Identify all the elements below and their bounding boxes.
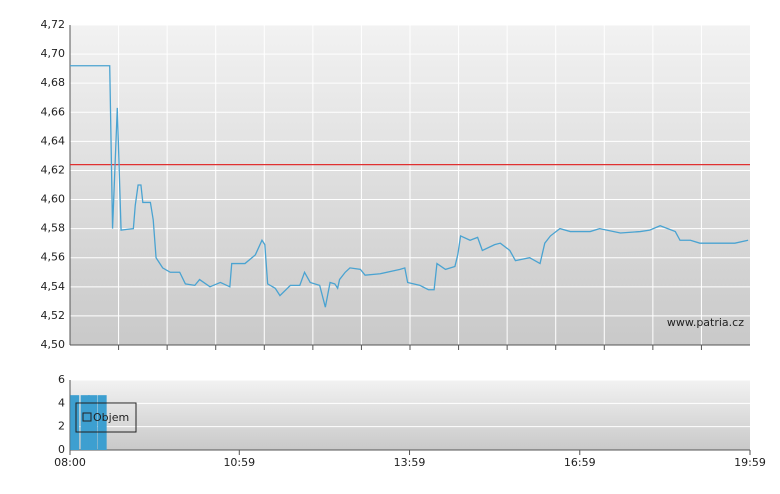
- y-tick-label: 4,70: [41, 47, 66, 60]
- x-tick-label: 19:59: [734, 456, 766, 469]
- price-line: [70, 65, 749, 308]
- y-tick-label: 4,58: [41, 222, 66, 235]
- y-tick-label: 4,56: [41, 251, 66, 264]
- y-tick-label: 4,60: [41, 193, 66, 206]
- volume-bar: [88, 395, 98, 450]
- plot-background: [70, 380, 750, 450]
- y-tick-label: 4,50: [41, 338, 66, 351]
- x-tick-label: 10:59: [223, 456, 255, 469]
- legend-swatch: [82, 412, 92, 422]
- y-tick-label: 4,68: [41, 76, 66, 89]
- y-tick-label: 0: [58, 443, 65, 456]
- y-tick-label: 4,64: [41, 134, 66, 147]
- volume-bar: [70, 395, 80, 450]
- y-tick-label: 4,52: [41, 309, 66, 322]
- y-tick-label: 4,54: [41, 280, 66, 293]
- x-tick-label: 13:59: [394, 456, 426, 469]
- y-tick-label: 6: [58, 373, 65, 386]
- legend-label: Objem: [93, 411, 129, 424]
- annotation: www.patria.cz: [667, 316, 744, 329]
- volume-bar: [97, 395, 107, 450]
- y-tick-label: 4,66: [41, 105, 66, 118]
- y-tick-label: 2: [58, 420, 65, 433]
- x-tick-label: 08:00: [54, 456, 86, 469]
- volume-bar: [80, 395, 90, 450]
- y-tick-label: 4,72: [41, 18, 66, 31]
- x-tick-label: 16:59: [564, 456, 596, 469]
- y-tick-label: 4: [58, 396, 65, 409]
- y-tick-label: 4,62: [41, 163, 66, 176]
- legend-box: [75, 402, 137, 433]
